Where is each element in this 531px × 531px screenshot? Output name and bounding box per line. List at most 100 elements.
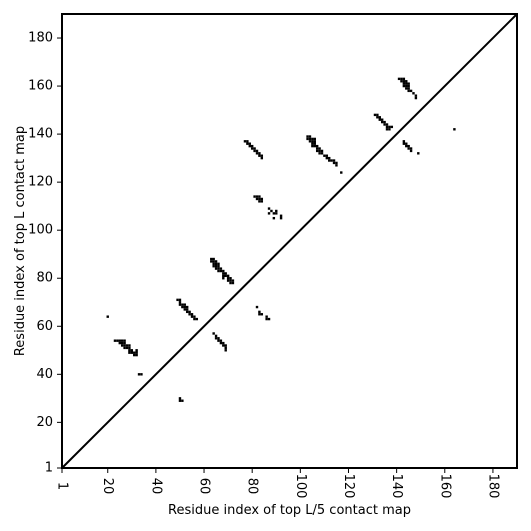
contact-point xyxy=(135,353,138,357)
contact-point xyxy=(265,315,268,318)
contact-point xyxy=(383,123,386,126)
contact-point xyxy=(193,315,196,318)
contact-point xyxy=(246,142,249,145)
contact-point xyxy=(414,94,418,97)
contact-point xyxy=(212,260,215,263)
contact-point xyxy=(183,305,186,309)
contact-point xyxy=(311,142,314,145)
contact-point xyxy=(409,149,413,153)
contact-point xyxy=(388,125,391,129)
y-tick-label: 160 xyxy=(28,79,53,94)
contact-point xyxy=(402,80,406,83)
x-tick-label: 80 xyxy=(245,478,260,495)
contact-point xyxy=(258,313,261,316)
contact-point xyxy=(188,310,191,314)
contact-point xyxy=(222,277,225,280)
contact-point xyxy=(378,116,381,119)
contact-point xyxy=(267,207,271,210)
contact-point xyxy=(332,159,336,162)
contact-point xyxy=(407,82,410,85)
contact-point xyxy=(219,267,223,270)
contact-point xyxy=(229,279,232,282)
contact-point xyxy=(183,303,186,306)
contact-point xyxy=(217,339,220,342)
contact-point xyxy=(308,140,312,143)
contact-point xyxy=(185,308,189,311)
contact-point xyxy=(311,144,314,148)
contact-point xyxy=(219,269,223,273)
contact-point xyxy=(417,152,420,155)
contact-point xyxy=(178,303,182,306)
contact-point xyxy=(133,351,136,354)
contact-point xyxy=(224,349,227,352)
contact-point xyxy=(224,274,227,278)
contact-point xyxy=(185,305,189,309)
contact-point xyxy=(214,260,218,263)
y-axis-label: Residue index of top L contact map xyxy=(13,126,28,356)
contact-point xyxy=(248,144,251,148)
contact-point xyxy=(123,346,126,350)
contact-point xyxy=(128,346,131,350)
contact-point xyxy=(279,214,283,217)
x-tick-label: 160 xyxy=(437,474,452,499)
contact-point xyxy=(320,149,324,153)
contact-point xyxy=(260,156,264,160)
contact-point xyxy=(243,140,247,143)
contact-point xyxy=(176,298,179,302)
contact-point xyxy=(306,135,309,138)
contact-point xyxy=(113,339,117,342)
contact-point xyxy=(397,77,401,81)
contact-point xyxy=(210,260,213,263)
contact-point xyxy=(258,310,261,314)
contact-point xyxy=(250,147,254,150)
contact-point xyxy=(407,84,410,88)
contact-point xyxy=(378,118,381,121)
contact-point xyxy=(376,116,379,119)
contact-point xyxy=(332,161,336,165)
contact-point xyxy=(315,149,319,153)
contact-point xyxy=(258,154,261,157)
contact-point xyxy=(135,349,138,352)
contact-point xyxy=(212,262,215,266)
contact-point xyxy=(178,397,182,400)
contact-point xyxy=(335,164,338,167)
contact-point xyxy=(229,277,232,280)
contact-point xyxy=(313,137,316,141)
contact-point xyxy=(330,159,333,162)
contact-point xyxy=(181,399,184,402)
contact-point xyxy=(405,80,408,83)
contact-point xyxy=(323,154,326,157)
contact-point xyxy=(275,209,278,213)
contact-points-layer xyxy=(106,77,456,402)
contact-point xyxy=(212,265,215,268)
contact-point xyxy=(409,89,413,93)
contact-point xyxy=(260,313,264,316)
contact-point xyxy=(325,154,329,157)
contact-point xyxy=(125,346,129,350)
contact-point xyxy=(250,144,254,148)
contact-point xyxy=(402,140,406,143)
contact-point xyxy=(226,274,230,278)
contact-point xyxy=(407,144,410,148)
contact-point xyxy=(308,135,312,138)
contact-point xyxy=(402,77,406,81)
x-tick-label: 120 xyxy=(341,474,356,499)
contact-point xyxy=(260,200,264,203)
contact-point xyxy=(140,373,143,376)
x-tick-label: 180 xyxy=(485,474,500,499)
contact-point xyxy=(402,82,406,85)
contact-point xyxy=(130,349,134,352)
contact-point xyxy=(195,317,199,321)
contact-point xyxy=(306,137,309,141)
contact-point xyxy=(260,154,264,157)
contact-point xyxy=(340,171,343,174)
contact-point xyxy=(402,142,406,145)
x-axis-ticks: 1 20 40 60 80 100 120 140 160 180 xyxy=(55,468,500,499)
contact-point xyxy=(258,152,261,155)
contact-point xyxy=(217,267,220,270)
contact-point xyxy=(214,334,218,338)
contact-point xyxy=(118,339,121,342)
contact-point xyxy=(313,142,316,145)
contact-point xyxy=(407,89,410,93)
contact-point xyxy=(133,353,136,357)
